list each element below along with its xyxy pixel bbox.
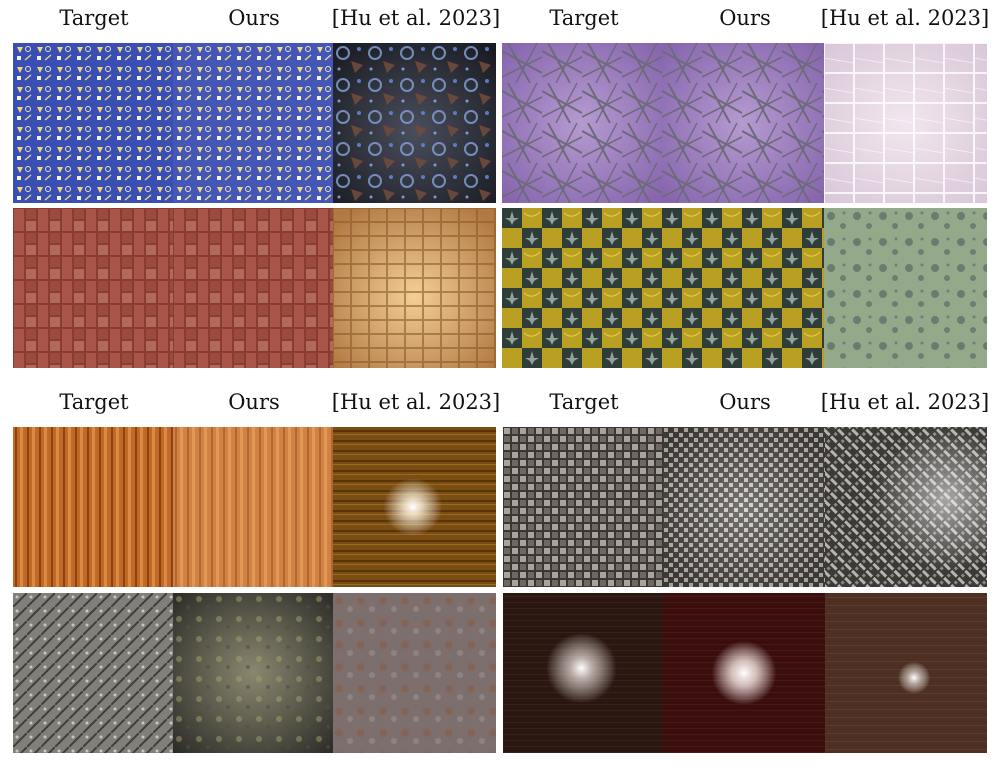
tile-woven-basket-target	[503, 427, 663, 587]
tile-dark-circles-hu	[333, 43, 496, 203]
tile-yellow-checker-target	[502, 208, 662, 368]
tile-brown-wood-speckle-hu	[825, 593, 987, 753]
column-header-target: Target	[549, 390, 619, 414]
tile-tan-blocks-hu	[333, 208, 496, 368]
tile-purple-lines-ours	[662, 43, 824, 203]
tile-dark-wood-target	[503, 593, 663, 753]
column-header-ours: Ours	[719, 6, 771, 30]
column-header-hu2023: [Hu et al. 2023]	[820, 390, 990, 414]
tile-yellow-checker-ours	[662, 208, 824, 368]
tile-dark-rock-ours	[173, 593, 333, 753]
tile-orange-wood-ours	[173, 427, 333, 587]
tile-green-mottled-hu	[824, 208, 987, 368]
tile-woven-basket-ours	[663, 427, 825, 587]
tile-blue-geometric-target	[13, 43, 173, 203]
tile-orange-wood-target	[13, 427, 173, 587]
tile-purple-lines-target	[502, 43, 662, 203]
column-header-target: Target	[59, 6, 129, 30]
tile-woven-diagonal-hu	[825, 427, 987, 587]
column-header-ours: Ours	[228, 6, 280, 30]
tile-red-wood-ours	[663, 593, 825, 753]
column-header-hu2023: [Hu et al. 2023]	[331, 6, 501, 30]
column-header-hu2023: [Hu et al. 2023]	[331, 390, 501, 414]
tile-red-brick-ours	[173, 208, 333, 368]
tile-blue-geometric-ours	[173, 43, 333, 203]
column-header-target: Target	[549, 6, 619, 30]
tile-brown-wood-hu	[333, 427, 496, 587]
column-header-target: Target	[59, 390, 129, 414]
tile-brown-gray-rock-hu	[333, 593, 496, 753]
column-header-hu2023: [Hu et al. 2023]	[820, 6, 990, 30]
tile-gray-stone-target	[13, 593, 173, 753]
column-header-ours: Ours	[228, 390, 280, 414]
tile-red-brick-target	[13, 208, 173, 368]
column-header-ours: Ours	[719, 390, 771, 414]
tile-pale-pink-hu	[824, 43, 987, 203]
